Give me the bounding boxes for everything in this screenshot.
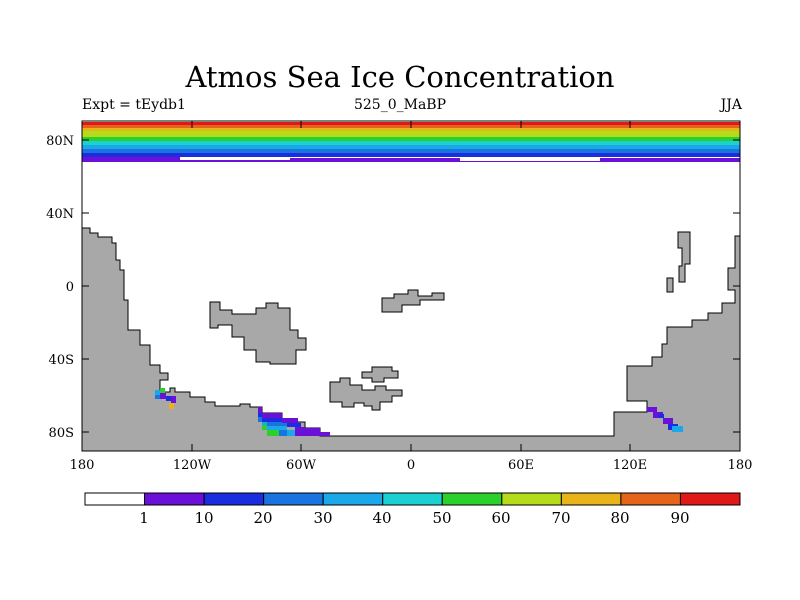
y-tick-label: 0 bbox=[66, 280, 74, 295]
x-tick-label: 0 bbox=[407, 458, 415, 473]
axis-ticks bbox=[81, 121, 741, 451]
y-tick-label: 40N bbox=[46, 207, 74, 222]
colorbar-label: 40 bbox=[372, 509, 391, 527]
colorbar-label: 50 bbox=[432, 509, 451, 527]
colorbar-label: 80 bbox=[610, 509, 629, 527]
x-tick-label: 60W bbox=[286, 458, 317, 473]
y-tick-labels: 80N 40N 0 40S 80S bbox=[46, 134, 74, 441]
x-tick-label: 120E bbox=[613, 458, 647, 473]
colorbar-swatch bbox=[322, 492, 384, 506]
colorbar-swatch bbox=[441, 492, 503, 506]
season-label: JJA bbox=[720, 97, 742, 113]
southern-sea-ice bbox=[155, 388, 683, 436]
land-east-island-b bbox=[666, 277, 674, 293]
colorbar-label: 10 bbox=[194, 509, 213, 527]
land-west-continent bbox=[81, 227, 741, 452]
colorbar-swatch bbox=[501, 492, 562, 506]
land-east-island-a bbox=[677, 231, 691, 283]
land-central-continent bbox=[209, 301, 307, 365]
colorbar-labels: 1 10 20 30 40 50 60 70 80 90 bbox=[139, 509, 689, 527]
chart-title: Atmos Sea Ice Concentration bbox=[185, 60, 615, 94]
land-mid-island bbox=[381, 289, 445, 313]
land-masses bbox=[81, 227, 741, 452]
colorbar-swatch bbox=[382, 492, 443, 506]
colorbar-label: 30 bbox=[313, 509, 332, 527]
land-south-island bbox=[361, 366, 399, 383]
land-south-continent bbox=[329, 377, 403, 411]
colorbar-swatch bbox=[144, 492, 205, 506]
x-tick-label: 60E bbox=[508, 458, 534, 473]
x-tick-labels: 180 120W 60W 0 60E 120E 180 bbox=[70, 458, 753, 473]
x-tick-label: 180 bbox=[70, 458, 95, 473]
colorbar-label: 20 bbox=[253, 509, 272, 527]
colorbar-swatch bbox=[84, 492, 146, 506]
colorbar-swatch bbox=[263, 492, 324, 506]
colorbar: 1 10 20 30 40 50 60 70 80 90 bbox=[84, 492, 741, 527]
y-tick-label: 80N bbox=[46, 134, 74, 149]
colorbar-swatch bbox=[203, 492, 265, 506]
colorbar-label: 70 bbox=[551, 509, 570, 527]
colorbar-swatch bbox=[560, 492, 622, 506]
colorbar-label: 1 bbox=[139, 509, 149, 527]
y-tick-label: 40S bbox=[49, 353, 74, 368]
x-tick-label: 120W bbox=[173, 458, 212, 473]
period-label: 525_0_MaBP bbox=[353, 97, 447, 113]
colorbar-swatch bbox=[620, 492, 681, 506]
colorbar-swatch bbox=[679, 492, 741, 506]
colorbar-label: 90 bbox=[670, 509, 689, 527]
experiment-label: Expt = tEydb1 bbox=[82, 97, 186, 113]
y-tick-label: 80S bbox=[49, 426, 74, 441]
x-tick-label: 180 bbox=[728, 458, 753, 473]
colorbar-label: 60 bbox=[491, 509, 510, 527]
